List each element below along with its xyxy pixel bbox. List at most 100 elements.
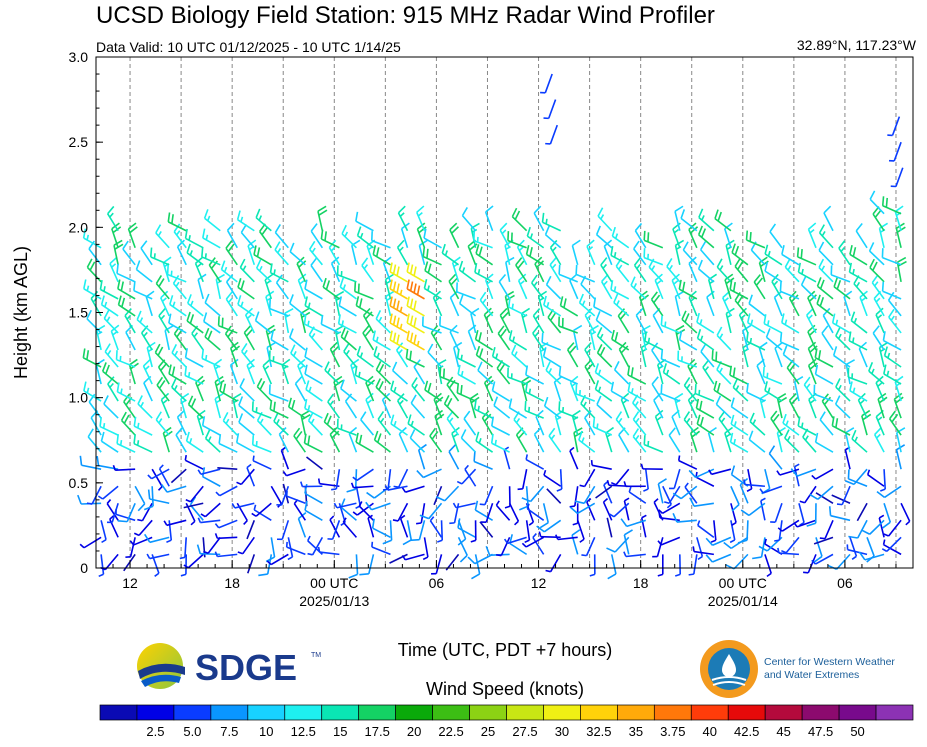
- wind-barb: [136, 310, 153, 334]
- wind-barb: [888, 410, 902, 436]
- wind-barb: [868, 242, 885, 266]
- wind-barb: [144, 533, 170, 544]
- wind-barb: [422, 537, 429, 561]
- wind-barb: [406, 296, 425, 317]
- wind-barb: [749, 412, 766, 436]
- colorbar-tick-label: 17.5: [365, 724, 390, 739]
- wind-barb: [836, 485, 851, 506]
- wind-barb: [643, 435, 664, 453]
- wind-barb: [623, 497, 630, 521]
- wind-barb: [180, 554, 188, 577]
- wind-barb: [258, 554, 273, 577]
- wind-barb: [140, 240, 153, 266]
- wind-barb: [464, 464, 477, 487]
- wind-barb: [255, 259, 272, 283]
- wind-barb: [835, 327, 851, 351]
- wind-barb: [586, 239, 596, 266]
- wind-barb: [156, 376, 170, 402]
- wind-barb: [711, 350, 732, 368]
- wind-barb: [340, 379, 357, 402]
- wind-barb: [238, 413, 255, 436]
- wind-barb: [416, 468, 442, 479]
- wind-barb: [803, 554, 817, 574]
- wind-barb: [475, 345, 494, 368]
- wind-barb: [303, 314, 323, 334]
- wind-barb: [596, 395, 613, 419]
- wind-barb: [882, 331, 902, 351]
- wind-barb: [556, 469, 563, 492]
- wind-barb: [275, 274, 289, 300]
- wind-barb: [310, 223, 324, 249]
- wind-barb: [419, 502, 443, 520]
- chart-title: UCSD Biology Field Station: 915 MHz Rada…: [96, 2, 715, 29]
- wind-barb: [491, 346, 511, 368]
- wind-barb: [849, 381, 868, 402]
- wind-barb: [214, 533, 238, 540]
- wind-barb: [406, 262, 425, 283]
- wind-barb: [628, 486, 647, 504]
- wind-barb: [569, 486, 579, 508]
- wind-barb: [225, 291, 238, 317]
- wind-barb: [289, 242, 306, 266]
- wind-barb: [147, 468, 170, 480]
- wind-barb: [774, 341, 783, 368]
- wind-barb: [699, 241, 715, 266]
- wind-barb: [398, 426, 409, 453]
- wind-barb: [473, 399, 493, 419]
- wind-barb: [235, 433, 255, 453]
- wind-barb: [569, 502, 596, 515]
- wind-barb: [730, 485, 740, 512]
- wind-barb: [197, 517, 221, 524]
- wind-barb: [389, 279, 408, 300]
- wind-barb: [360, 411, 375, 436]
- wind-barb: [310, 257, 324, 283]
- wind-barb: [764, 261, 783, 283]
- wind-barb: [688, 468, 715, 479]
- wind-barb: [814, 364, 834, 385]
- wind-barb: [788, 290, 800, 317]
- colorbar-tick-label: 32.5: [586, 724, 611, 739]
- wind-barb: [389, 313, 408, 334]
- wind-barb: [300, 481, 323, 488]
- wind-barb: [499, 222, 511, 249]
- wind-barb: [866, 469, 885, 487]
- wind-barb: [769, 223, 783, 249]
- wind-barb: [606, 536, 630, 553]
- wind-barb: [579, 468, 596, 488]
- wind-barb: [643, 248, 664, 266]
- wind-barb: [187, 395, 204, 419]
- wind-barb: [97, 485, 119, 500]
- wind-barb: [662, 363, 681, 385]
- wind-barb: [798, 503, 805, 527]
- wind-barb: [541, 212, 562, 232]
- wind-barb: [545, 553, 562, 573]
- wind-barb: [202, 228, 221, 249]
- wind-barb: [354, 282, 374, 300]
- wind-barb: [878, 514, 885, 538]
- wind-barb: [254, 311, 272, 334]
- wind-barb: [134, 485, 146, 512]
- wind-barb: [303, 433, 323, 453]
- x-tick-label: 00 UTC: [310, 575, 358, 591]
- wind-barb: [610, 280, 630, 300]
- wind-barb: [805, 307, 817, 334]
- wind-barb: [781, 313, 800, 334]
- wind-barb: [117, 295, 136, 317]
- colorbar-tick-label: 22.5: [438, 724, 463, 739]
- wind-barb: [823, 205, 834, 232]
- wind-barb: [784, 429, 800, 453]
- colorbar-swatch: [580, 704, 618, 721]
- wind-barb: [594, 380, 613, 402]
- y-tick-label: 1.5: [69, 305, 89, 321]
- wind-barb: [640, 463, 663, 471]
- wind-barb: [765, 328, 783, 351]
- wind-barb: [83, 279, 102, 300]
- wind-barb: [860, 519, 885, 535]
- wind-barb: [306, 456, 323, 470]
- wind-barb: [172, 274, 187, 300]
- wind-barb: [133, 416, 153, 436]
- wind-barb: [831, 416, 851, 436]
- wind-barb: [521, 536, 545, 548]
- wind-barb: [806, 503, 817, 527]
- wind-barb: [300, 410, 311, 436]
